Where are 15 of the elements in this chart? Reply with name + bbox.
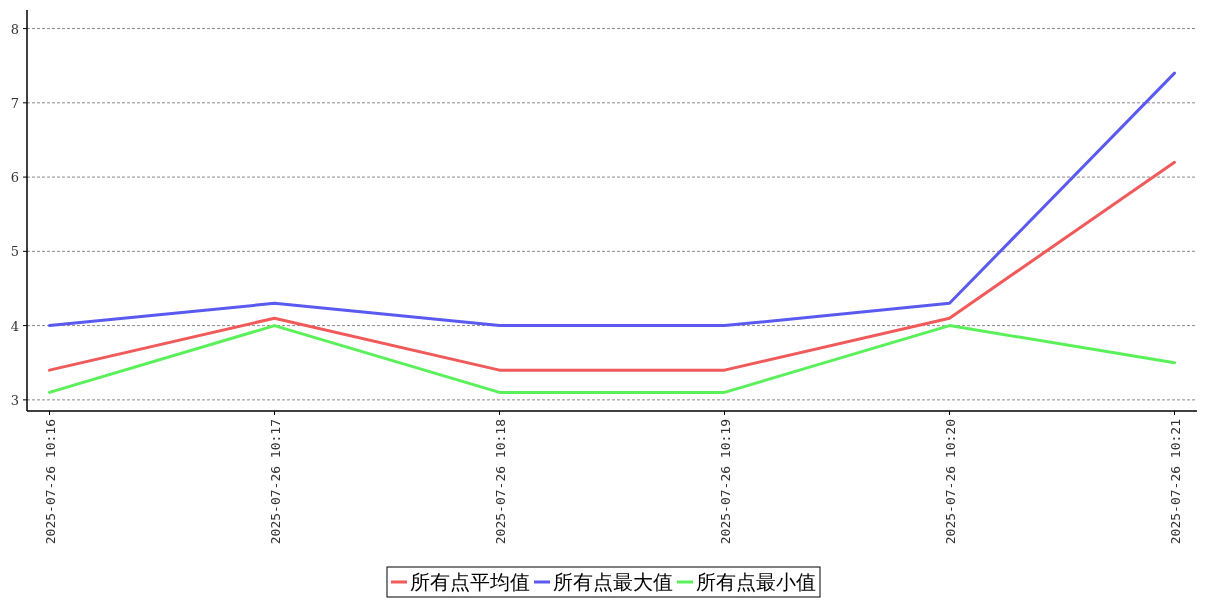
y-tick-label: 3 xyxy=(10,392,19,408)
x-tick-label: 2025-07-26 10:20 xyxy=(942,419,958,545)
x-tick-label: 2025-07-26 10:21 xyxy=(1167,419,1183,545)
y-tick-label: 8 xyxy=(10,21,19,37)
y-tick-label: 5 xyxy=(10,244,19,260)
x-tick-label: 2025-07-26 10:17 xyxy=(267,419,283,545)
x-tick-label: 2025-07-26 10:18 xyxy=(492,419,508,545)
legend-label: 所有点平均值 xyxy=(410,570,530,594)
x-tick-label: 2025-07-26 10:16 xyxy=(42,419,58,545)
y-tick-label: 4 xyxy=(10,318,19,334)
y-tick-label: 7 xyxy=(10,95,19,111)
legend-label: 所有点最小值 xyxy=(696,570,816,594)
legend-label: 所有点最大值 xyxy=(553,570,673,594)
y-tick-label: 6 xyxy=(10,170,19,186)
x-tick-label: 2025-07-26 10:19 xyxy=(717,419,733,545)
